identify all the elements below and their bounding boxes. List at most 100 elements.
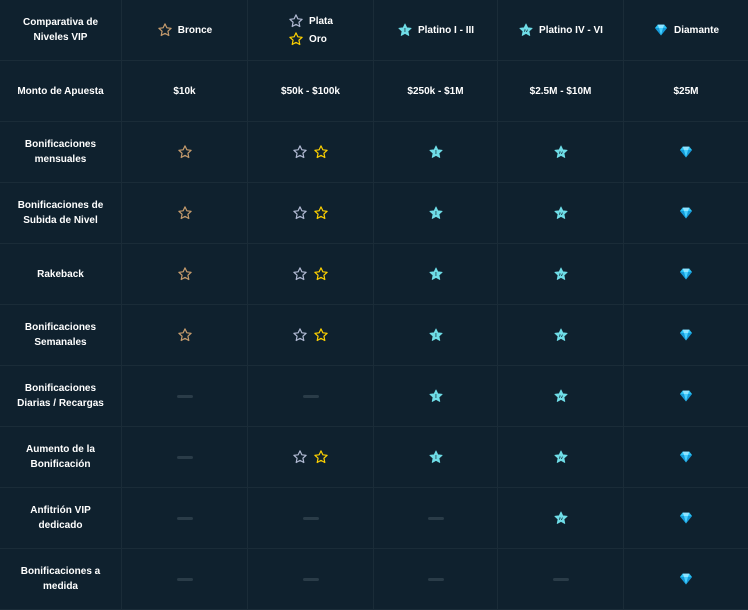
feature-cell-bronze (122, 549, 248, 610)
diamond-icon (678, 327, 694, 343)
feature-cell-platinum-iv-vi: IV (498, 183, 624, 244)
svg-text:IV: IV (559, 272, 563, 277)
feature-cell-bronze (122, 244, 248, 305)
gold-star-icon (313, 327, 329, 343)
feature-cell-platinum-i-iii: I (374, 366, 498, 427)
feature-row-label: Bonificaciones de Subida de Nivel (0, 183, 122, 244)
bronze-star-icon (157, 22, 173, 38)
feature-cell-bronze (122, 366, 248, 427)
feature-cell-silver-gold (248, 305, 374, 366)
platinum-iv-icon: IV (553, 327, 569, 343)
feature-cell-platinum-i-iii (374, 488, 498, 549)
not-included-dash (302, 394, 319, 398)
diamond-icon (678, 205, 694, 221)
feature-cell-platinum-iv-vi: IV (498, 244, 624, 305)
svg-text:I: I (404, 28, 406, 34)
platinum-i-icon: I (428, 205, 444, 221)
bronze-label: Bronce (177, 24, 213, 36)
silver-gold-stars (292, 144, 329, 160)
table-title: Comparativa de Niveles VIP (22, 17, 99, 43)
not-included-dash (176, 577, 193, 581)
platinum-i-icon: I (397, 22, 413, 38)
diamond-icon (678, 388, 694, 404)
feature-row-label: Bonificaciones Diarias / Recargas (0, 366, 122, 427)
feature-cell-bronze (122, 488, 248, 549)
not-included-dash (176, 394, 193, 398)
feature-cell-platinum-iv-vi: IV (498, 305, 624, 366)
feature-cell-silver-gold (248, 366, 374, 427)
table-title-cell: Comparativa de Niveles VIP (0, 0, 122, 61)
wager-diamond: $25M (624, 61, 748, 122)
diamond-icon (678, 571, 694, 587)
platinum-i-icon: I (428, 449, 444, 465)
feature-label: Rakeback (37, 268, 84, 280)
silver-star-icon (292, 449, 308, 465)
svg-text:I: I (435, 333, 437, 339)
svg-text:IV: IV (559, 333, 563, 338)
platinum-i-iii-label: Platino I - III (417, 24, 475, 36)
not-included-dash (176, 516, 193, 520)
platinum-iv-icon: IV (553, 144, 569, 160)
platinum-iv-icon: IV (553, 205, 569, 221)
svg-text:I: I (435, 211, 437, 217)
feature-cell-diamond (624, 244, 748, 305)
silver-label: Plata (309, 15, 333, 27)
not-included-dash (427, 577, 444, 581)
gold-label: Oro (309, 33, 327, 45)
svg-text:I: I (435, 150, 437, 156)
feature-row-label: Bonificaciones Semanales (0, 305, 122, 366)
feature-cell-diamond (624, 122, 748, 183)
diamond-label: Diamante (673, 24, 719, 36)
silver-gold-stars (292, 205, 329, 221)
svg-text:I: I (435, 394, 437, 400)
feature-label: Bonificaciones Semanales (24, 322, 97, 348)
feature-cell-silver-gold (248, 183, 374, 244)
feature-cell-diamond (624, 305, 748, 366)
not-included-dash (302, 577, 319, 581)
svg-text:I: I (435, 455, 437, 461)
bronze-star-icon (177, 205, 193, 221)
diamond-icon (678, 449, 694, 465)
wager-label: Monto de Apuesta (17, 85, 104, 97)
feature-cell-platinum-i-iii (374, 549, 498, 610)
feature-cell-platinum-iv-vi: IV (498, 427, 624, 488)
platinum-i-icon: I (428, 388, 444, 404)
column-header-platinum-i-iii: I Platino I - III (374, 0, 498, 61)
feature-cell-platinum-i-iii: I (374, 183, 498, 244)
feature-cell-diamond (624, 488, 748, 549)
gold-star-icon (288, 31, 304, 47)
diamond-icon (678, 144, 694, 160)
silver-star-icon (292, 327, 308, 343)
svg-text:I: I (435, 272, 437, 278)
feature-cell-platinum-i-iii: I (374, 244, 498, 305)
feature-cell-silver-gold (248, 427, 374, 488)
silver-gold-stars (292, 449, 329, 465)
feature-cell-platinum-i-iii: I (374, 122, 498, 183)
feature-cell-bronze (122, 305, 248, 366)
wager-platinum-i-iii: $250k - $1M (374, 61, 498, 122)
platinum-iv-icon: IV (518, 22, 534, 38)
feature-cell-platinum-iv-vi: IV (498, 122, 624, 183)
silver-star-icon (288, 13, 304, 29)
feature-label: Bonificaciones mensuales (24, 139, 97, 165)
diamond-icon (653, 22, 669, 38)
feature-label: Aumento de la Bonificación (26, 444, 95, 470)
platinum-i-icon: I (428, 327, 444, 343)
gold-star-icon (313, 144, 329, 160)
svg-text:IV: IV (559, 394, 563, 399)
feature-label: Anfitrión VIP dedicado (30, 505, 91, 531)
column-header-diamond: Diamante (624, 0, 748, 61)
feature-cell-platinum-i-iii: I (374, 305, 498, 366)
platinum-iv-vi-label: Platino IV - VI (539, 24, 603, 36)
feature-row-label: Rakeback (0, 244, 122, 305)
feature-cell-silver-gold (248, 244, 374, 305)
feature-cell-diamond (624, 427, 748, 488)
platinum-iv-icon: IV (553, 266, 569, 282)
svg-text:IV: IV (559, 150, 563, 155)
feature-cell-silver-gold (248, 488, 374, 549)
feature-row-label: Anfitrión VIP dedicado (0, 488, 122, 549)
not-included-dash (552, 577, 569, 581)
column-header-bronze: Bronce (122, 0, 248, 61)
feature-label: Bonificaciones Diarias / Recargas (17, 383, 104, 409)
diamond-icon (678, 266, 694, 282)
